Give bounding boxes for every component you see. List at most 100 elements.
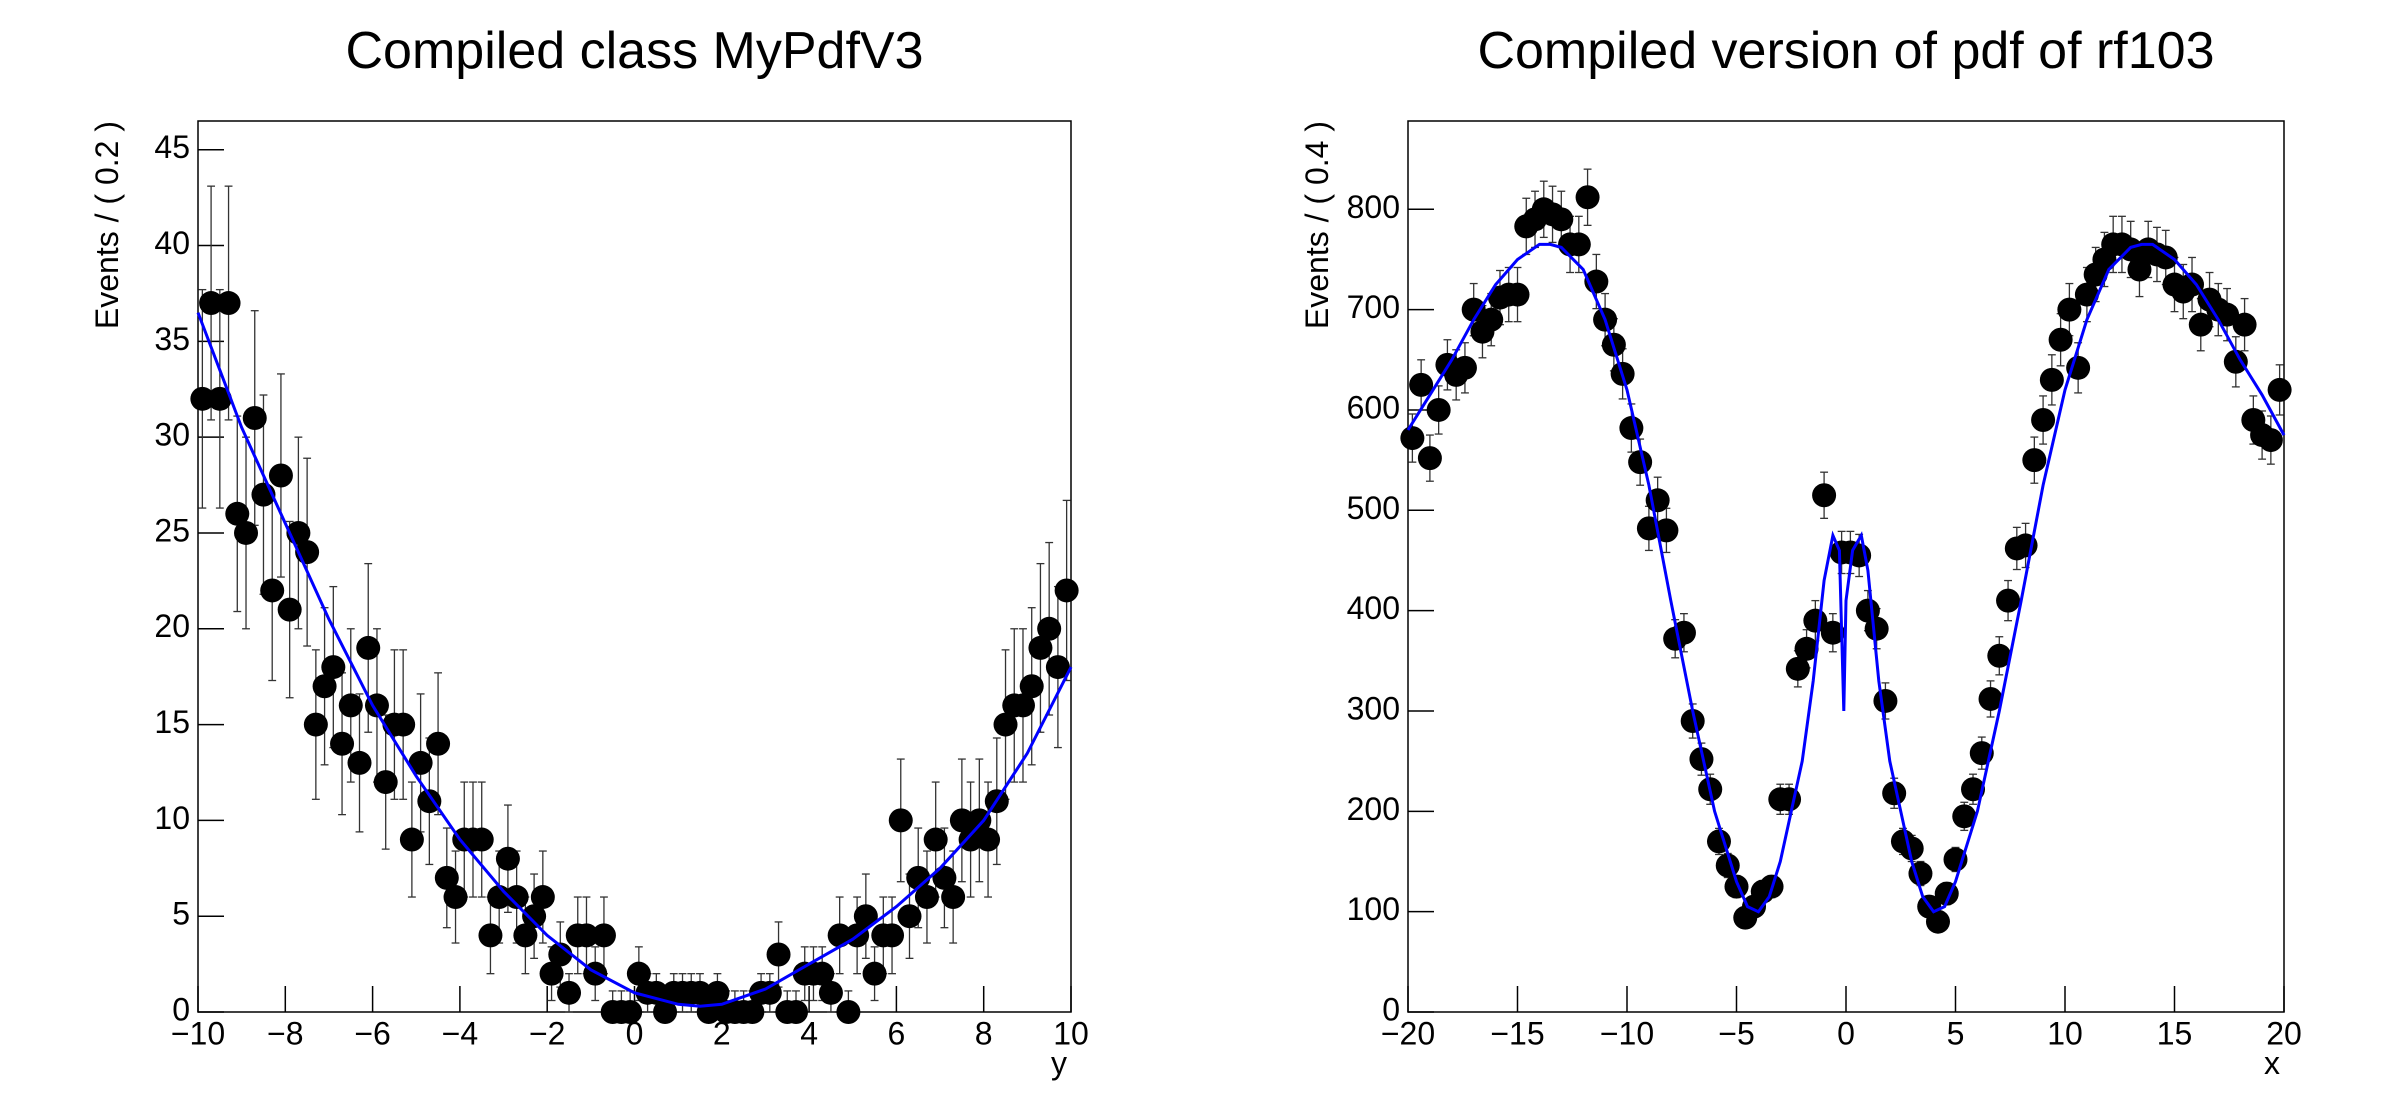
y-tick-label: 400	[1347, 590, 1400, 626]
data-point	[1952, 804, 1977, 829]
data-point	[190, 386, 215, 411]
data-point	[557, 980, 582, 1005]
data-point	[1680, 709, 1705, 734]
data-point	[1575, 185, 1600, 210]
data-point	[312, 674, 337, 699]
data-point	[653, 1000, 678, 1024]
data-point	[539, 961, 564, 986]
x-axis-label: x	[2264, 1045, 2280, 1081]
data-point	[478, 923, 503, 948]
x-tick-label: −8	[267, 1015, 303, 1051]
data-point	[242, 406, 267, 430]
data-point	[268, 463, 293, 488]
data-point	[740, 1000, 765, 1024]
data-point	[373, 770, 398, 795]
x-tick-label: −6	[354, 1015, 390, 1051]
data-point	[618, 1000, 643, 1024]
data-point	[417, 789, 442, 814]
y-tick-label: 200	[1347, 791, 1400, 827]
y-tick-label: 800	[1347, 189, 1400, 225]
data-point	[495, 846, 520, 871]
data-point	[591, 923, 616, 948]
x-tick-label: 2	[713, 1015, 731, 1051]
data-point	[207, 386, 232, 411]
y-tick-label: 0	[1382, 991, 1400, 1027]
y-tick-label: 600	[1347, 389, 1400, 425]
data-point	[522, 904, 547, 929]
data-point	[818, 980, 843, 1005]
y-axis-label: Events / ( 0.2 )	[89, 121, 125, 329]
data-point	[1045, 655, 1070, 680]
data-point	[687, 980, 712, 1005]
x-tick-label: −10	[171, 1015, 225, 1051]
data-point	[1461, 297, 1486, 322]
data-point	[303, 712, 328, 737]
y-tick-label: 700	[1347, 289, 1400, 325]
data-point	[574, 923, 599, 948]
data-point	[1549, 207, 1574, 232]
data-point	[2048, 327, 2073, 352]
data-point	[993, 712, 1018, 737]
data-point	[2258, 428, 2283, 453]
y-axis-label: Events / ( 0.4 )	[1299, 121, 1335, 329]
data-point	[2188, 312, 2213, 337]
data-point	[199, 291, 224, 316]
data-point	[330, 731, 355, 756]
data-point	[626, 961, 651, 986]
data-point	[2074, 282, 2099, 307]
data-point	[1794, 636, 1819, 661]
data-point	[1566, 232, 1591, 257]
data-point	[1882, 781, 1907, 806]
data-point	[469, 827, 494, 852]
data-point	[1654, 518, 1679, 543]
data-point	[2215, 302, 2240, 327]
data-point	[757, 980, 782, 1005]
data-point	[2031, 408, 2056, 433]
data-point	[1054, 578, 1079, 603]
data-point	[1873, 688, 1898, 713]
data-point	[1417, 446, 1442, 471]
y-tick-label: 0	[172, 991, 190, 1027]
y-tick-label: 40	[154, 225, 190, 261]
data-point	[1785, 656, 1810, 681]
y-tick-label: 500	[1347, 490, 1400, 526]
data-point	[1037, 616, 1062, 641]
x-tick-label: −4	[442, 1015, 478, 1051]
data-point	[1812, 483, 1837, 508]
data-point	[1689, 747, 1714, 772]
y-tick-label: 15	[154, 704, 190, 740]
data-point	[225, 501, 250, 526]
data-point	[1452, 355, 1477, 380]
data-point	[391, 712, 416, 737]
data-point	[1019, 674, 1044, 699]
x-tick-label: 8	[975, 1015, 993, 1051]
x-tick-label: 10	[1053, 1015, 1089, 1051]
x-tick-label: 15	[2157, 1015, 2193, 1051]
data-point	[2180, 272, 2205, 297]
x-tick-label: −10	[1600, 1015, 1654, 1051]
x-tick-label: −5	[1718, 1015, 1754, 1051]
data-point	[1426, 397, 1451, 422]
x-tick-label: 0	[1837, 1015, 1855, 1051]
data-point	[1010, 693, 1035, 718]
data-point	[827, 923, 852, 948]
data-point	[914, 885, 939, 910]
data-point	[2153, 245, 2178, 270]
data-point	[888, 808, 913, 833]
data-point	[766, 942, 791, 967]
x-tick-label: 10	[2047, 1015, 2083, 1051]
y-tick-label: 5	[172, 896, 190, 932]
data-point	[932, 865, 957, 890]
y-tick-label: 300	[1347, 690, 1400, 726]
data-point	[1961, 777, 1986, 802]
data-point	[1479, 307, 1504, 332]
data-point	[2066, 355, 2091, 380]
data-point	[338, 693, 363, 718]
x-tick-label: 6	[888, 1015, 906, 1051]
y-tick-label: 30	[154, 417, 190, 453]
data-point	[504, 885, 529, 910]
data-point	[1978, 686, 2003, 711]
data-point	[705, 980, 730, 1005]
